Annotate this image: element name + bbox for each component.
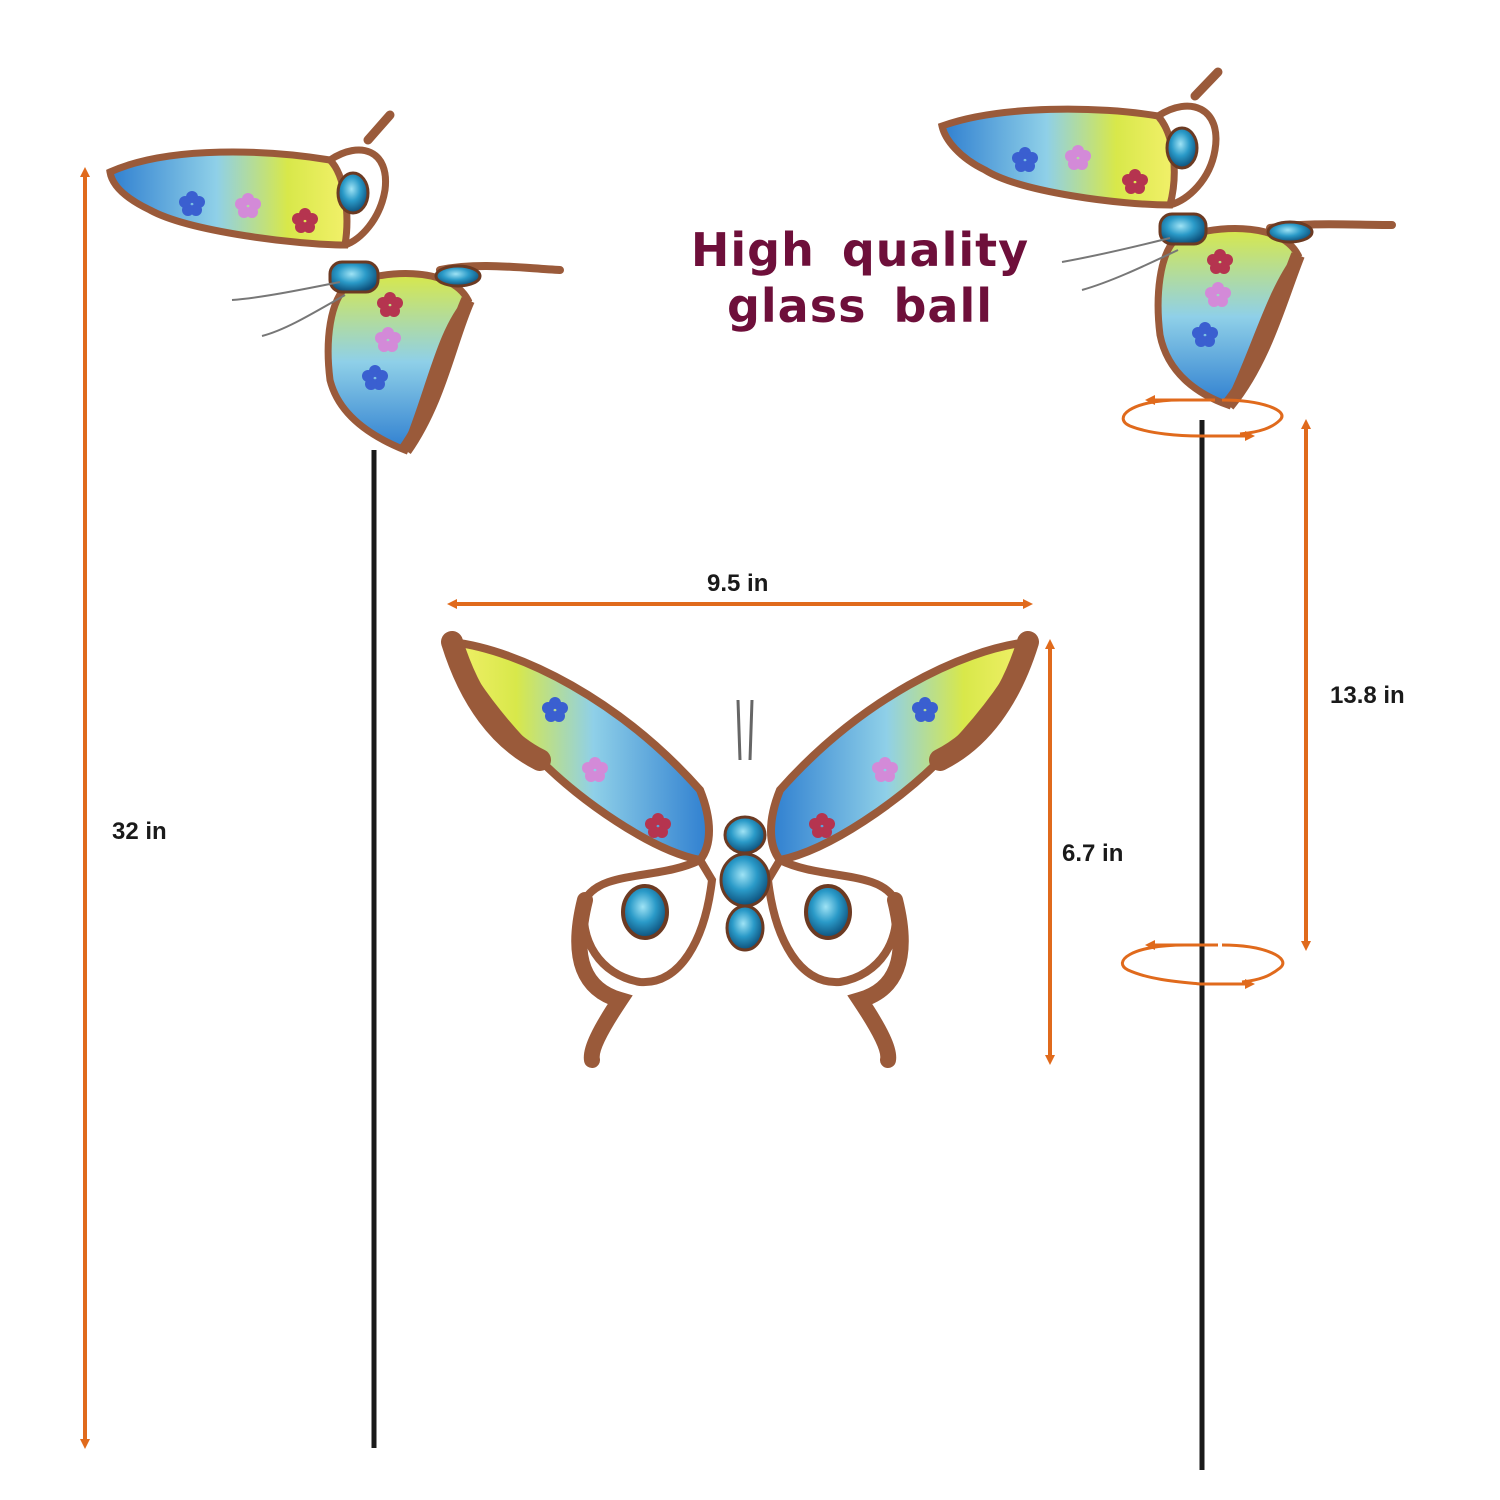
left-stake-butterfly xyxy=(106,110,564,1448)
label-wing-height: 6.7 in xyxy=(1062,840,1124,867)
rotation-indicator-top xyxy=(1121,395,1284,441)
headline-line-2: glass ball xyxy=(726,279,993,333)
center-butterfly xyxy=(441,631,1039,1068)
headline-line-1: High quality xyxy=(690,223,1030,277)
rotation-indicator-bottom xyxy=(1121,940,1285,989)
label-total-height: 32 in xyxy=(112,818,167,845)
label-wingspan: 9.5 in xyxy=(707,570,769,597)
right-stake-butterfly xyxy=(937,67,1396,1470)
label-stake-section: 13.8 in xyxy=(1330,682,1405,709)
headline: High quality glass ball xyxy=(660,222,1060,334)
